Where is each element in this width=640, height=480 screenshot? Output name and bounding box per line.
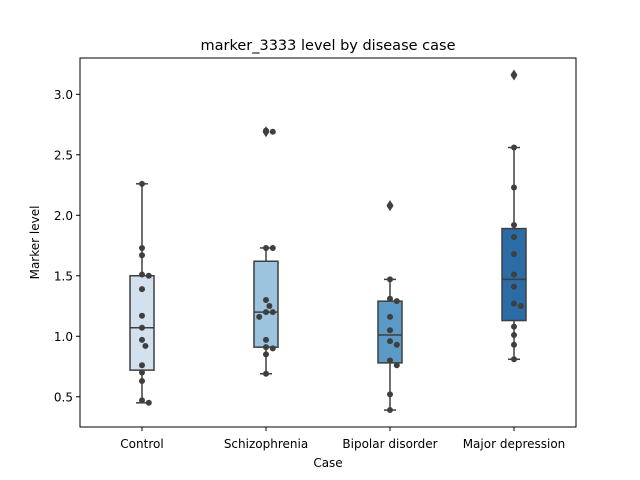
- data-point: [511, 283, 517, 290]
- data-point: [511, 341, 517, 348]
- data-point: [139, 369, 145, 376]
- axes-frame: [79, 57, 577, 428]
- data-point: [256, 313, 263, 320]
- data-point: [263, 244, 269, 251]
- data-point: [139, 286, 145, 293]
- data-point: [511, 332, 517, 339]
- data-point: [387, 295, 393, 302]
- plot-area: 0.5 1.0 1.5 2.0 2.5 3.0 Control Schizophrenia Bi…: [54, 69, 565, 451]
- x-tick-label: Control: [120, 437, 163, 451]
- data-point: [263, 370, 269, 377]
- data-point: [517, 303, 524, 310]
- data-point: [145, 399, 152, 406]
- data-point: [263, 309, 269, 316]
- y-tick-label: 2.5: [54, 148, 73, 162]
- data-point: [387, 327, 393, 334]
- data-point: [387, 357, 393, 364]
- data-point: [387, 407, 393, 414]
- y-tick-label: 2.0: [54, 209, 73, 223]
- data-point: [393, 362, 400, 369]
- chart-title: marker_3333 level by disease case: [201, 38, 456, 54]
- data-point: [269, 309, 276, 316]
- data-point: [511, 144, 517, 151]
- y-tick-label: 3.0: [54, 88, 73, 102]
- data-point: [511, 300, 517, 307]
- data-point: [387, 391, 393, 398]
- box: [253, 260, 279, 348]
- data-point: [511, 271, 517, 278]
- data-point: [142, 342, 149, 349]
- x-tick-label: Major depression: [463, 437, 566, 451]
- data-point: [269, 244, 276, 251]
- data-point: [269, 128, 276, 135]
- data-point: [139, 271, 145, 278]
- data-point: [511, 323, 517, 330]
- data-point: [266, 303, 273, 310]
- data-point: [269, 345, 276, 352]
- data-point: [263, 296, 269, 303]
- x-tick-label: Schizophrenia: [224, 437, 308, 451]
- data-point: [139, 312, 145, 319]
- data-point: [263, 127, 269, 134]
- data-point: [139, 180, 145, 187]
- y-tick-label: 1.0: [54, 330, 73, 344]
- data-point: [139, 378, 145, 385]
- y-axis-label: Marker level: [28, 206, 42, 280]
- data-point: [511, 234, 517, 241]
- data-point: [511, 184, 517, 191]
- data-point: [387, 276, 393, 283]
- data-point: [263, 351, 269, 358]
- x-tick-label: Bipolar disorder: [342, 437, 437, 451]
- data-point: [393, 341, 400, 348]
- data-point: [139, 244, 145, 251]
- data-point: [511, 250, 517, 257]
- data-point: [145, 272, 152, 279]
- data-point: [263, 344, 269, 351]
- data-point: [139, 252, 145, 259]
- data-point: [511, 356, 517, 363]
- data-point: [139, 397, 145, 404]
- data-point: [139, 324, 145, 331]
- data-point: [139, 336, 145, 343]
- x-axis-label: Case: [313, 456, 342, 470]
- y-tick-label: 1.5: [54, 269, 73, 283]
- data-point: [387, 313, 393, 320]
- data-point: [387, 338, 393, 345]
- data-point: [139, 362, 145, 369]
- data-point: [511, 221, 517, 228]
- data-point: [263, 336, 269, 343]
- data-point: [393, 298, 400, 305]
- data-point: [511, 71, 517, 78]
- y-tick-label: 0.5: [54, 390, 73, 404]
- data-point: [387, 202, 393, 209]
